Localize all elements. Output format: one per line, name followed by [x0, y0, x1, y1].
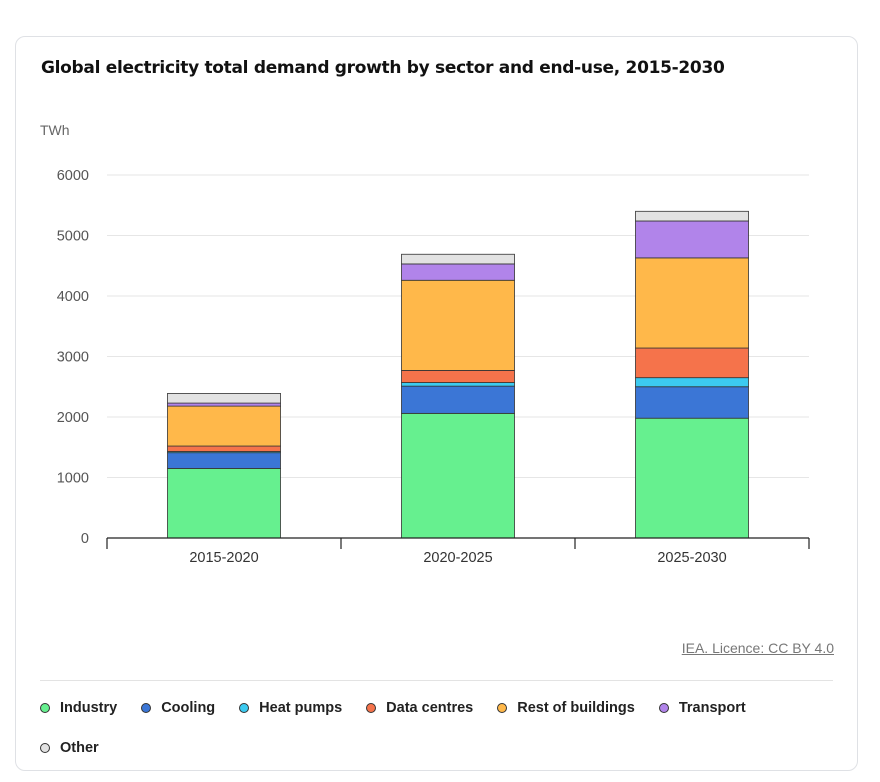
y-tick-label: 5000 [57, 229, 89, 245]
bar-segment-transport[interactable] [635, 220, 749, 259]
chart-legend: Industry Cooling Heat pumps Data centres Res… [40, 700, 840, 756]
y-tick-label: 0 [81, 531, 89, 547]
legend-swatch [658, 703, 669, 713]
legend-label: Data centres [386, 700, 474, 716]
legend-swatch [366, 703, 377, 713]
license-link[interactable]: IEA. Licence: CC BY 4.0 [681, 640, 834, 656]
bar-segment-cooling[interactable] [167, 452, 281, 469]
bar-segment-rest-of-buildings[interactable] [167, 405, 281, 447]
legend-item-heat-pumps[interactable]: Heat pumps [239, 700, 342, 716]
bar-segment-cooling[interactable] [401, 385, 515, 414]
bar-segment-industry[interactable] [167, 468, 281, 539]
bar-segment-data-centres[interactable] [635, 347, 749, 379]
legend-item-data-centres[interactable]: Data centres [366, 700, 473, 716]
legend-item-transport[interactable]: Transport [658, 700, 746, 716]
legend-swatch [40, 743, 50, 753]
bar-segment-transport[interactable] [167, 402, 281, 407]
bar-segment-industry[interactable] [635, 417, 749, 539]
x-tick-label: 2025-2030 [657, 550, 726, 566]
y-tick-label: 6000 [57, 168, 89, 184]
bar-segment-other[interactable] [401, 253, 515, 265]
legend-label: Heat pumps [259, 700, 343, 716]
legend-label: Other [60, 740, 99, 756]
bar-segment-other[interactable] [635, 210, 749, 222]
bar-segment-data-centres[interactable] [401, 370, 515, 383]
y-tick-label: 4000 [57, 289, 89, 305]
y-tick-label: 1000 [57, 471, 89, 487]
legend-item-rest-of-buildings[interactable]: Rest of buildings [497, 700, 635, 716]
legend-item-cooling[interactable]: Cooling [141, 700, 215, 716]
bar-segment-industry[interactable] [401, 412, 515, 539]
x-tick-label: 2020-2025 [423, 550, 492, 566]
bar-segment-heat-pumps[interactable] [635, 377, 749, 388]
legend-swatch [141, 703, 152, 713]
legend-item-other[interactable]: Other [40, 740, 99, 756]
chart-title: Global electricity total demand growth b… [41, 58, 725, 78]
bar-segment-rest-of-buildings[interactable] [401, 279, 515, 371]
legend-swatch [40, 703, 50, 713]
legend-label: Rest of buildings [517, 700, 635, 716]
legend-label: Cooling [161, 700, 216, 716]
bar-segment-data-centres[interactable] [167, 445, 281, 452]
bar-segment-cooling[interactable] [635, 386, 749, 419]
legend-swatch [239, 703, 250, 713]
bar-segment-other[interactable] [167, 393, 281, 404]
legend-item-industry[interactable]: Industry [40, 700, 117, 716]
legend-label: Industry [60, 700, 118, 716]
bar-segment-rest-of-buildings[interactable] [635, 257, 749, 349]
chart-plot: 0 1000 2000 3000 4000 5000 6000 2015-2020 2020-2… [57, 168, 810, 566]
bar-segment-heat-pumps[interactable] [401, 382, 515, 387]
y-tick-label: 2000 [57, 410, 89, 426]
legend-divider [40, 680, 833, 681]
y-tick-label: 3000 [57, 350, 89, 366]
legend-swatch [497, 703, 508, 713]
y-axis-unit: TWh [40, 122, 70, 138]
bar-segment-transport[interactable] [401, 263, 515, 281]
x-tick-label: 2015-2020 [189, 550, 258, 566]
legend-label: Transport [678, 700, 746, 716]
